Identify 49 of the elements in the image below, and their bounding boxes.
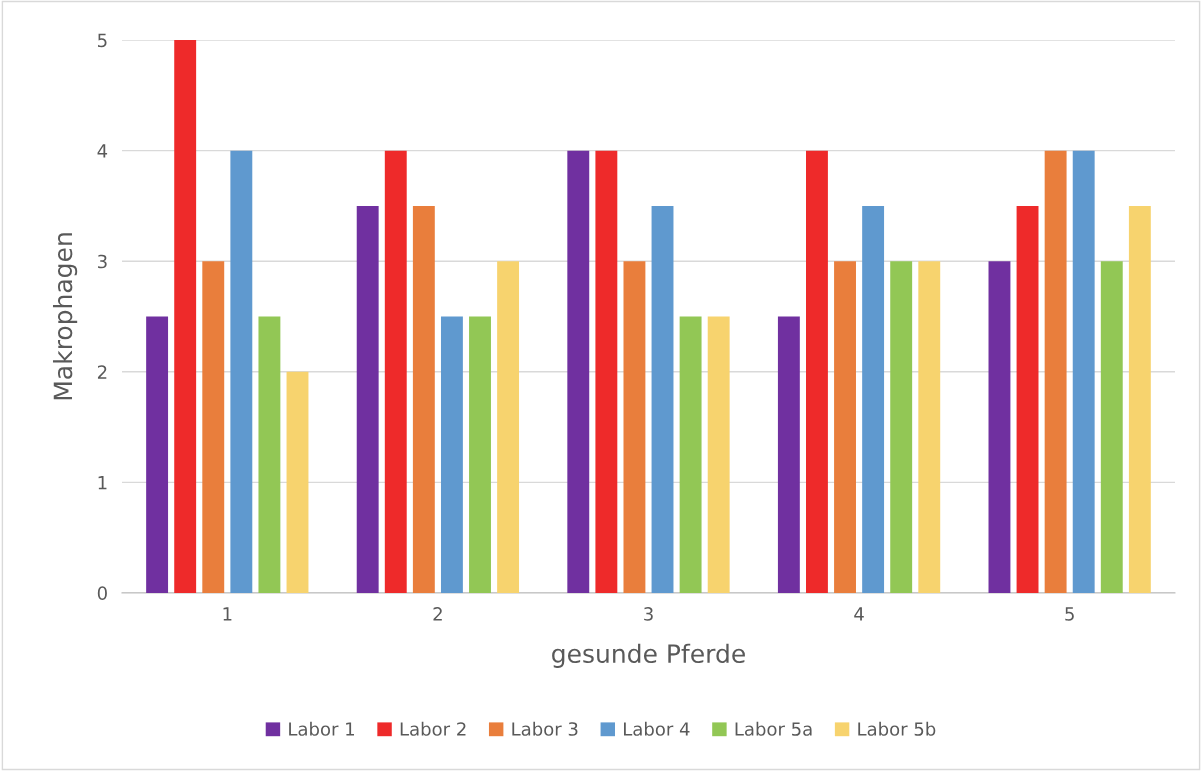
x-axis-title: gesunde Pferde — [552, 643, 745, 668]
legend-label: Labor 3 — [512, 721, 578, 736]
bar — [623, 261, 646, 593]
bar — [230, 150, 253, 593]
bar — [988, 261, 1011, 593]
legend-label: Labor 4 — [624, 721, 690, 736]
bar — [146, 316, 169, 593]
bar — [174, 40, 197, 593]
bar — [356, 205, 379, 593]
bar — [806, 150, 828, 593]
y-tick-label: 2 — [97, 365, 107, 379]
bar — [595, 150, 618, 593]
y-tick-label: 3 — [98, 254, 107, 269]
legend-label: Labor 1 — [289, 721, 354, 736]
legend-label: Labor 2 — [400, 721, 466, 736]
legend-label: Labor 5a — [735, 721, 812, 736]
y-tick-label: 4 — [97, 144, 108, 158]
legend-label: Labor 5b — [858, 721, 936, 736]
x-tick-label: 5 — [1065, 607, 1074, 621]
x-tick-label: 3 — [644, 607, 653, 621]
bar — [1016, 205, 1039, 593]
bar — [707, 316, 730, 593]
y-tick-label: 5 — [98, 33, 107, 48]
bar — [862, 205, 885, 593]
bar — [440, 316, 463, 593]
bar — [497, 261, 520, 593]
bar — [918, 261, 941, 593]
bar — [1100, 261, 1123, 593]
bar — [412, 205, 435, 593]
y-tick-label: 0 — [97, 586, 107, 601]
bar — [679, 316, 702, 593]
bar — [1044, 150, 1067, 593]
y-tick-label: 1 — [98, 476, 107, 490]
x-tick-label: 4 — [854, 607, 864, 621]
bar — [469, 316, 491, 593]
bar — [651, 205, 674, 593]
bar — [834, 261, 856, 593]
bar — [777, 316, 800, 593]
bar — [202, 261, 225, 593]
x-tick-label: 1 — [223, 607, 232, 621]
bar — [567, 150, 590, 593]
bar — [258, 316, 281, 593]
x-tick-label: 2 — [433, 607, 442, 621]
bar — [890, 261, 913, 593]
bar — [384, 150, 407, 593]
bar — [1072, 150, 1095, 593]
bar — [286, 371, 309, 593]
bar — [1128, 205, 1151, 593]
y-axis-title: Makrophagen — [52, 233, 78, 400]
